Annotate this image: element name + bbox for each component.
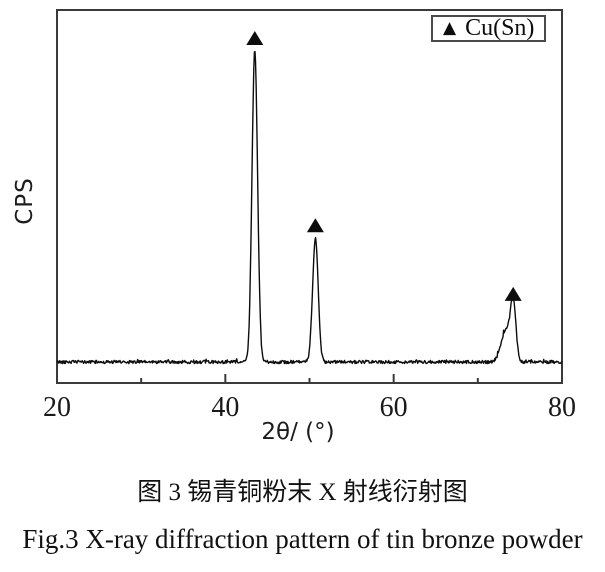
peak-triangle-marker-icon bbox=[246, 31, 264, 45]
figure-caption-chinese: 图 3 锡青铜粉末 X 射线衍射图 bbox=[137, 479, 468, 506]
triangle-marker-icon: ▲ bbox=[443, 18, 457, 38]
xrd-chart: 20 40 60 80 bbox=[43, 9, 576, 423]
x-tick-label: 40 bbox=[211, 392, 239, 423]
plot-frame bbox=[56, 9, 563, 384]
y-axis-label: CPS bbox=[12, 177, 38, 225]
legend-label: Cu(Sn) bbox=[465, 14, 535, 41]
peak-triangle-marker-icon bbox=[504, 286, 522, 301]
figure-caption-english: Fig.3 X-ray diffraction pattern of tin b… bbox=[22, 524, 583, 554]
diffraction-curve bbox=[56, 50, 563, 365]
x-tick-label: 20 bbox=[43, 392, 71, 423]
legend: ▲ Cu(Sn) bbox=[431, 14, 547, 42]
peak-triangle-marker-icon bbox=[306, 218, 324, 233]
x-tick-label: 60 bbox=[380, 392, 408, 423]
x-tick-label: 80 bbox=[548, 392, 576, 423]
x-axis-label: 2θ/ (°) bbox=[261, 419, 335, 445]
